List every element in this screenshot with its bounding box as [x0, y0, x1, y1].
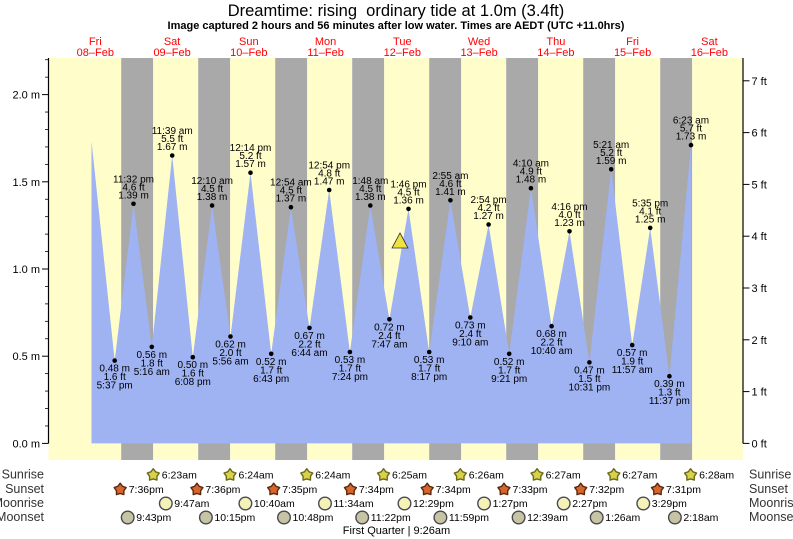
svg-text:Moonrise: Moonrise — [749, 496, 793, 510]
svg-text:1:27pm: 1:27pm — [493, 498, 528, 510]
svg-text:10:40 am: 10:40 am — [531, 346, 573, 357]
svg-text:5 ft: 5 ft — [752, 179, 767, 191]
svg-text:5:16 am: 5:16 am — [134, 367, 170, 378]
svg-text:12:39am: 12:39am — [527, 512, 568, 524]
svg-text:10:31 pm: 10:31 pm — [569, 382, 611, 393]
svg-text:1.23 m: 1.23 m — [554, 218, 585, 229]
svg-text:8:17 pm: 8:17 pm — [411, 372, 447, 383]
svg-text:1.38 m: 1.38 m — [355, 192, 386, 203]
svg-text:9:47am: 9:47am — [174, 498, 209, 510]
svg-text:1 ft: 1 ft — [752, 387, 767, 399]
svg-text:Sunrise: Sunrise — [749, 468, 791, 482]
svg-text:6:25am: 6:25am — [392, 470, 427, 482]
svg-text:7:36pm: 7:36pm — [205, 484, 240, 496]
svg-text:6:26am: 6:26am — [469, 470, 504, 482]
svg-text:2:18am: 2:18am — [683, 512, 718, 524]
svg-text:Moonrise: Moonrise — [0, 496, 44, 510]
svg-text:0.0 m: 0.0 m — [12, 438, 40, 450]
svg-text:0.5 m: 0.5 m — [12, 351, 40, 363]
svg-text:08–Feb: 08–Feb — [77, 47, 114, 59]
svg-text:7:33pm: 7:33pm — [513, 484, 548, 496]
svg-text:11:37 pm: 11:37 pm — [649, 396, 690, 407]
svg-text:11–Feb: 11–Feb — [307, 47, 344, 59]
svg-text:1:26am: 1:26am — [605, 512, 640, 524]
svg-text:6:44 am: 6:44 am — [291, 348, 327, 359]
svg-text:1.67 m: 1.67 m — [157, 142, 188, 153]
svg-text:7:31pm: 7:31pm — [666, 484, 701, 496]
svg-text:09–Feb: 09–Feb — [153, 47, 190, 59]
svg-text:1.73 m: 1.73 m — [676, 132, 707, 143]
svg-text:4 ft: 4 ft — [752, 231, 767, 243]
svg-text:11:57 am: 11:57 am — [612, 365, 653, 376]
svg-text:12:29pm: 12:29pm — [413, 498, 454, 510]
svg-text:Image captured 2 hours and 56: Image captured 2 hours and 56 minutes af… — [168, 20, 625, 32]
svg-text:7:36pm: 7:36pm — [129, 484, 164, 496]
svg-text:7:35pm: 7:35pm — [282, 484, 317, 496]
svg-text:1.39 m: 1.39 m — [118, 190, 149, 201]
svg-text:7:47 am: 7:47 am — [371, 339, 407, 350]
svg-text:9:43pm: 9:43pm — [136, 512, 171, 524]
svg-text:2.0 m: 2.0 m — [12, 90, 40, 102]
svg-text:6:43 pm: 6:43 pm — [253, 374, 289, 385]
svg-text:7:24 pm: 7:24 pm — [332, 372, 368, 383]
svg-text:1.47 m: 1.47 m — [314, 177, 345, 188]
svg-text:1.0 m: 1.0 m — [12, 264, 40, 276]
svg-text:Sunset: Sunset — [749, 482, 788, 496]
svg-text:10–Feb: 10–Feb — [230, 47, 267, 59]
svg-text:13–Feb: 13–Feb — [460, 47, 497, 59]
svg-text:Sunrise: Sunrise — [2, 468, 44, 482]
svg-text:7:32pm: 7:32pm — [589, 484, 624, 496]
svg-text:5:56 am: 5:56 am — [212, 357, 248, 368]
svg-text:14–Feb: 14–Feb — [537, 47, 574, 59]
svg-text:6:24am: 6:24am — [239, 470, 274, 482]
svg-text:16–Feb: 16–Feb — [691, 47, 728, 59]
svg-text:6:27am: 6:27am — [622, 470, 657, 482]
svg-text:1.48 m: 1.48 m — [516, 175, 547, 186]
svg-text:First Quarter | 9:26am: First Quarter | 9:26am — [343, 525, 450, 537]
svg-text:1.41 m: 1.41 m — [435, 187, 466, 198]
svg-text:1.38 m: 1.38 m — [197, 192, 228, 203]
svg-text:12–Feb: 12–Feb — [384, 47, 421, 59]
svg-text:2 ft: 2 ft — [752, 335, 767, 347]
svg-text:6:08 pm: 6:08 pm — [175, 377, 211, 388]
svg-text:Moonset: Moonset — [749, 510, 793, 524]
svg-text:0 ft: 0 ft — [752, 438, 767, 450]
svg-text:1.37 m: 1.37 m — [276, 194, 307, 205]
svg-text:10:15pm: 10:15pm — [214, 512, 255, 524]
svg-text:11:22pm: 11:22pm — [371, 512, 411, 524]
svg-text:11:59pm: 11:59pm — [449, 512, 489, 524]
svg-text:Dreamtime: rising ordinary ti: Dreamtime: rising ordinary tide at 1.0m … — [228, 2, 565, 20]
svg-text:3:29pm: 3:29pm — [652, 498, 687, 510]
svg-text:6 ft: 6 ft — [752, 128, 767, 140]
svg-text:1.57 m: 1.57 m — [235, 159, 266, 170]
svg-text:11:34am: 11:34am — [334, 498, 374, 510]
svg-text:6:28am: 6:28am — [699, 470, 734, 482]
svg-text:2:27pm: 2:27pm — [572, 498, 607, 510]
svg-text:1.36 m: 1.36 m — [393, 195, 424, 206]
svg-text:7:34pm: 7:34pm — [436, 484, 471, 496]
svg-text:Moonset: Moonset — [0, 510, 45, 524]
svg-text:1.5 m: 1.5 m — [12, 177, 40, 189]
svg-text:6:24am: 6:24am — [315, 470, 350, 482]
svg-text:15–Feb: 15–Feb — [614, 47, 651, 59]
svg-text:1.25 m: 1.25 m — [635, 214, 666, 225]
svg-text:Sunset: Sunset — [5, 482, 44, 496]
svg-text:9:21 pm: 9:21 pm — [491, 374, 527, 385]
svg-text:3 ft: 3 ft — [752, 283, 767, 295]
svg-text:9:10 am: 9:10 am — [452, 338, 488, 349]
svg-text:7:34pm: 7:34pm — [359, 484, 394, 496]
svg-text:6:27am: 6:27am — [546, 470, 581, 482]
svg-text:6:23am: 6:23am — [162, 470, 197, 482]
svg-text:7 ft: 7 ft — [752, 76, 767, 88]
svg-text:10:48pm: 10:48pm — [293, 512, 334, 524]
svg-text:1.59 m: 1.59 m — [596, 156, 627, 167]
svg-text:1.27 m: 1.27 m — [473, 211, 504, 222]
svg-text:5:37 pm: 5:37 pm — [97, 381, 133, 392]
svg-text:10:40am: 10:40am — [254, 498, 295, 510]
